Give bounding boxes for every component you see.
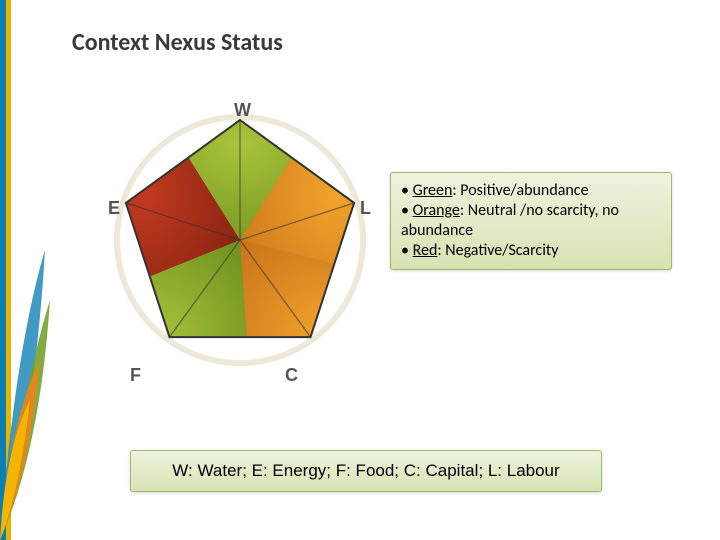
abbreviation-definitions-text: W: Water; E: Energy; F: Food; C: Capital… bbox=[172, 461, 559, 481]
legend-green-label: Green bbox=[413, 181, 453, 200]
color-legend-box: • Green: Positive/abundance • Orange: Ne… bbox=[390, 172, 672, 270]
abbreviation-definitions-box: W: Water; E: Energy; F: Food; C: Capital… bbox=[130, 450, 602, 492]
legend-red-desc: : Negative/Scarcity bbox=[437, 241, 558, 260]
vertex-label-l: L bbox=[360, 198, 371, 219]
legend-green-desc: : Positive/abundance bbox=[452, 181, 588, 200]
legend-orange-label: Orange bbox=[413, 201, 460, 220]
vertex-label-c: C bbox=[285, 365, 298, 386]
legend-red-label: Red bbox=[413, 241, 438, 260]
vertex-label-e: E bbox=[108, 198, 120, 219]
vertex-label-w: W bbox=[234, 100, 251, 121]
vertex-label-f: F bbox=[130, 365, 141, 386]
